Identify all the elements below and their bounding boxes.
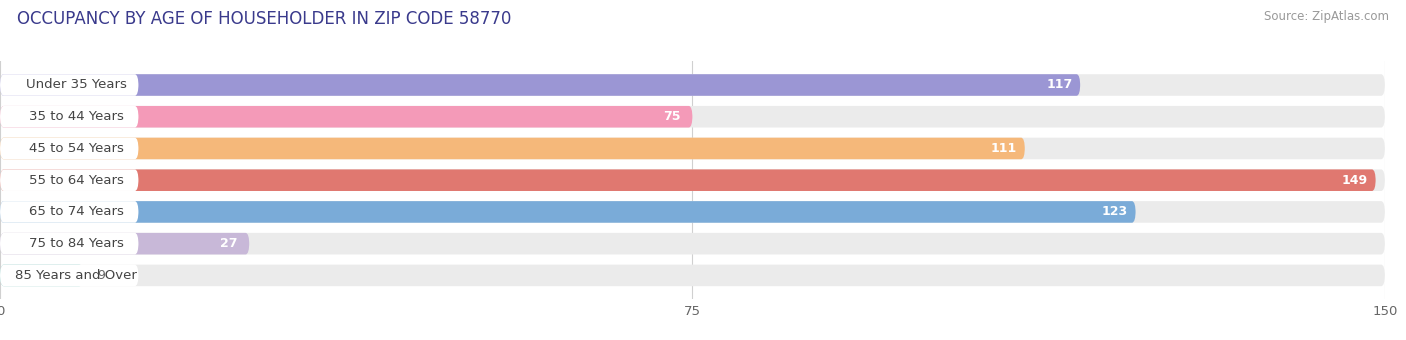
FancyBboxPatch shape	[0, 169, 139, 191]
FancyBboxPatch shape	[0, 233, 249, 254]
Text: Source: ZipAtlas.com: Source: ZipAtlas.com	[1264, 10, 1389, 23]
FancyBboxPatch shape	[655, 109, 688, 125]
FancyBboxPatch shape	[0, 233, 1385, 254]
FancyBboxPatch shape	[0, 265, 139, 286]
FancyBboxPatch shape	[0, 138, 1025, 159]
FancyBboxPatch shape	[0, 201, 1136, 223]
FancyBboxPatch shape	[0, 106, 1385, 128]
FancyBboxPatch shape	[0, 169, 1385, 191]
FancyBboxPatch shape	[1043, 77, 1076, 93]
FancyBboxPatch shape	[0, 74, 1080, 96]
Text: Under 35 Years: Under 35 Years	[25, 79, 127, 91]
Text: 75: 75	[664, 110, 681, 123]
FancyBboxPatch shape	[0, 169, 1375, 191]
Text: 55 to 64 Years: 55 to 64 Years	[28, 174, 124, 187]
FancyBboxPatch shape	[0, 74, 1385, 96]
Text: 149: 149	[1341, 174, 1368, 187]
Text: 45 to 54 Years: 45 to 54 Years	[28, 142, 124, 155]
FancyBboxPatch shape	[212, 236, 245, 252]
Text: 123: 123	[1102, 205, 1128, 218]
FancyBboxPatch shape	[1339, 172, 1371, 188]
Text: 111: 111	[991, 142, 1017, 155]
FancyBboxPatch shape	[0, 201, 1385, 223]
Text: 85 Years and Over: 85 Years and Over	[15, 269, 138, 282]
FancyBboxPatch shape	[0, 138, 1385, 159]
FancyBboxPatch shape	[0, 201, 139, 223]
Text: 9: 9	[97, 269, 105, 282]
FancyBboxPatch shape	[0, 138, 139, 159]
Text: 75 to 84 Years: 75 to 84 Years	[28, 237, 124, 250]
FancyBboxPatch shape	[988, 140, 1021, 156]
FancyBboxPatch shape	[0, 74, 139, 96]
Text: 117: 117	[1046, 79, 1073, 91]
Text: OCCUPANCY BY AGE OF HOUSEHOLDER IN ZIP CODE 58770: OCCUPANCY BY AGE OF HOUSEHOLDER IN ZIP C…	[17, 10, 512, 28]
FancyBboxPatch shape	[0, 233, 139, 254]
Text: 27: 27	[219, 237, 238, 250]
FancyBboxPatch shape	[0, 265, 1385, 286]
Text: 65 to 74 Years: 65 to 74 Years	[28, 205, 124, 218]
FancyBboxPatch shape	[0, 106, 139, 128]
FancyBboxPatch shape	[0, 265, 83, 286]
FancyBboxPatch shape	[1098, 204, 1130, 220]
Text: 35 to 44 Years: 35 to 44 Years	[28, 110, 124, 123]
FancyBboxPatch shape	[0, 106, 693, 128]
